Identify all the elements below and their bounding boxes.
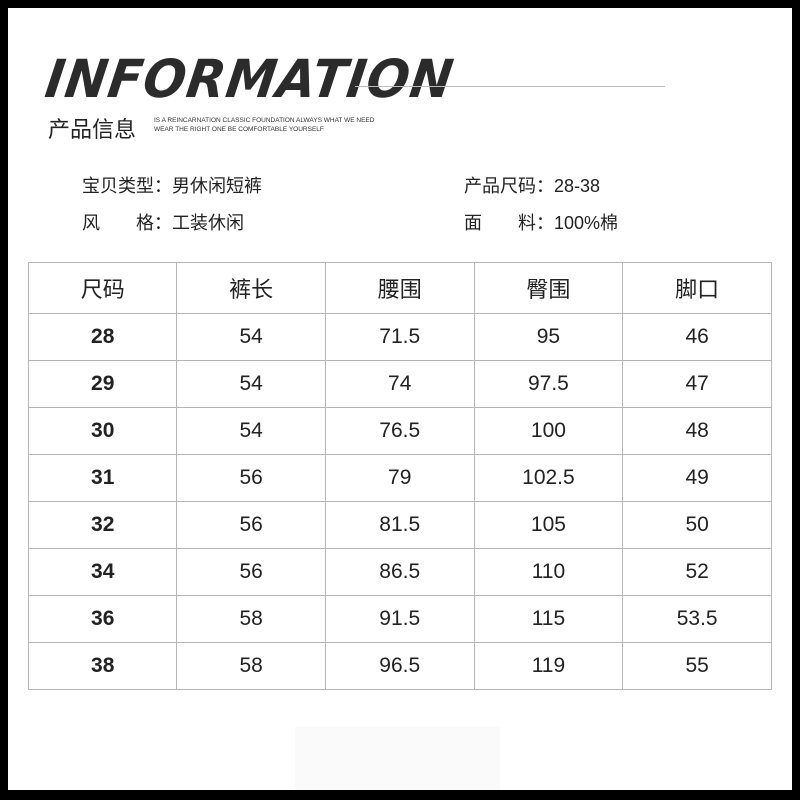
table-cell: 91.5 — [324, 595, 475, 643]
table-cell: 56 — [176, 501, 326, 549]
blank-panel — [295, 727, 500, 790]
table-cell: 38 — [27, 642, 178, 690]
table-row: 38 58 96.5 119 55 — [27, 642, 772, 690]
table-cell: 52 — [622, 548, 772, 596]
table-cell: 55 — [622, 642, 772, 690]
table-cell: 58 — [176, 642, 326, 690]
table-row: 28 54 71.5 95 46 — [27, 313, 772, 361]
table-cell: 36 — [27, 595, 178, 643]
spec-sizes: 产品尺码：28-38 — [464, 176, 601, 196]
spec-style: 风 格：工装休闲 — [82, 213, 244, 233]
table-cell: 102.5 — [473, 454, 624, 502]
table-cell: 54 — [176, 360, 326, 408]
table-cell: 30 — [27, 407, 178, 455]
table-cell: 86.5 — [324, 548, 475, 596]
table-cell: 28 — [27, 313, 178, 361]
size-chart-page: INFORMATION 产品信息 IS A REINCARNATION CLAS… — [8, 8, 792, 790]
table-cell: 100 — [473, 407, 624, 455]
column-header: 裤长 — [176, 262, 326, 314]
tagline: IS A REINCARNATION CLASSIC FOUNDATION AL… — [154, 116, 374, 134]
table-cell: 105 — [473, 501, 624, 549]
table-header-row: 尺码 裤长 腰围 臀围 脚口 — [27, 262, 772, 314]
table-cell: 29 — [27, 360, 178, 408]
table-cell: 54 — [176, 407, 326, 455]
table-cell: 76.5 — [324, 407, 475, 455]
section-subtitle: 产品信息 — [48, 117, 137, 142]
table-cell: 47 — [622, 360, 772, 408]
table-cell: 49 — [622, 454, 772, 502]
table-cell: 53.5 — [622, 595, 772, 643]
table-cell: 97.5 — [473, 360, 624, 408]
table-row: 31 56 79 102.5 49 — [27, 454, 772, 502]
spec-type: 宝贝类型：男休闲短裤 — [82, 176, 262, 196]
title-divider — [355, 86, 665, 87]
table-cell: 56 — [176, 548, 326, 596]
table-cell: 56 — [176, 454, 326, 502]
column-header: 脚口 — [622, 262, 772, 314]
table-row: 32 56 81.5 105 50 — [27, 501, 772, 549]
table-cell: 81.5 — [324, 501, 475, 549]
page-title: INFORMATION — [41, 48, 458, 110]
table-cell: 34 — [27, 548, 178, 596]
table-cell: 96.5 — [324, 642, 475, 690]
table-cell: 119 — [473, 642, 624, 690]
table-cell: 110 — [473, 548, 624, 596]
table-cell: 115 — [473, 595, 624, 643]
column-header: 尺码 — [27, 262, 178, 314]
column-header: 臀围 — [473, 262, 624, 314]
table-cell: 32 — [27, 501, 178, 549]
tagline-line: IS A REINCARNATION CLASSIC FOUNDATION AL… — [154, 117, 375, 124]
tagline-line: WEAR THE RIGHT ONE BE COMFORTABLE YOURSE… — [154, 126, 324, 133]
table-row: 29 54 74 97.5 47 — [27, 360, 772, 408]
table-cell: 71.5 — [324, 313, 475, 361]
table-cell: 50 — [622, 501, 772, 549]
table-row: 34 56 86.5 110 52 — [27, 548, 772, 596]
table-cell: 95 — [473, 313, 624, 361]
spec-fabric: 面 料：100%棉 — [464, 213, 619, 233]
size-table: 尺码 裤长 腰围 臀围 脚口 28 54 71.5 95 46 29 54 74 97.5 47 30 54 7… — [27, 262, 772, 690]
table-cell: 31 — [27, 454, 178, 502]
table-cell: 46 — [622, 313, 772, 361]
table-cell: 58 — [176, 595, 326, 643]
table-row: 30 54 76.5 100 48 — [27, 407, 772, 455]
table-cell: 74 — [324, 360, 475, 408]
column-header: 腰围 — [324, 262, 475, 314]
table-cell: 79 — [324, 454, 475, 502]
table-cell: 54 — [176, 313, 326, 361]
table-cell: 48 — [622, 407, 772, 455]
table-row: 36 58 91.5 115 53.5 — [27, 595, 772, 643]
